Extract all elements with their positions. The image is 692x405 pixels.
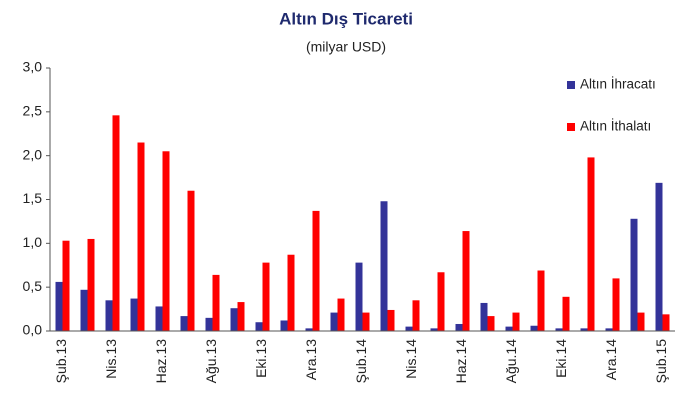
x-tick-label: Eki.14 — [553, 339, 569, 378]
bar — [80, 289, 88, 331]
x-tick-label: Şub.14 — [353, 339, 369, 384]
bar — [280, 320, 288, 331]
y-tick-label: 0,0 — [23, 322, 43, 338]
legend-label: Altın İhracatı — [580, 77, 656, 92]
bar — [180, 316, 188, 331]
bar — [255, 322, 263, 331]
x-tick-label: Şub.15 — [653, 339, 669, 384]
bar — [412, 300, 420, 331]
x-tick-label: Ara.14 — [603, 339, 619, 380]
bar — [62, 240, 70, 331]
chart-subtitle: (milyar USD) — [306, 39, 386, 55]
bar — [130, 298, 138, 331]
x-tick-label: Şub.13 — [53, 339, 69, 384]
chart-title: Altın Dış Ticareti — [279, 9, 413, 28]
bar — [455, 323, 463, 331]
y-tick-label: 2,0 — [23, 146, 43, 162]
bar — [237, 302, 245, 331]
x-tick-label: Haz.14 — [453, 339, 469, 384]
legend-label: Altın İthalatı — [580, 119, 651, 134]
bar — [137, 142, 145, 331]
bar — [505, 326, 513, 331]
bar — [262, 262, 270, 331]
y-tick-label: 3,0 — [23, 59, 43, 75]
bar — [580, 328, 588, 331]
legend-swatch — [567, 81, 575, 89]
legend-swatch — [567, 123, 575, 131]
bar — [605, 328, 613, 331]
bar — [487, 316, 495, 331]
bar — [230, 308, 238, 331]
bar — [555, 328, 563, 331]
bar — [87, 238, 95, 331]
x-tick-label: Nis.13 — [103, 339, 119, 379]
bar — [655, 182, 663, 331]
bar — [480, 302, 488, 331]
bar — [187, 190, 195, 331]
x-tick-label: Ağu.13 — [203, 339, 219, 384]
bar — [355, 262, 363, 331]
bar — [637, 312, 645, 331]
x-tick-label: Eki.13 — [253, 339, 269, 378]
bar — [337, 298, 345, 331]
x-tick-label: Nis.14 — [403, 339, 419, 379]
y-tick-label: 1,5 — [23, 190, 43, 206]
bar — [612, 278, 620, 331]
bar — [562, 296, 570, 331]
bar — [105, 300, 113, 331]
bar — [380, 201, 388, 331]
bar — [162, 151, 170, 331]
y-tick-label: 1,0 — [23, 234, 43, 250]
bar — [530, 325, 538, 331]
bar — [430, 328, 438, 331]
bar — [587, 157, 595, 331]
bar — [362, 312, 370, 331]
x-tick-label: Haz.13 — [153, 339, 169, 384]
bar — [112, 115, 120, 331]
bar — [55, 281, 63, 331]
bar — [630, 218, 638, 331]
bar — [462, 231, 470, 331]
y-tick-label: 2,5 — [23, 103, 43, 119]
bar — [437, 272, 445, 331]
bar — [405, 326, 413, 331]
bar — [662, 314, 670, 331]
bar — [387, 309, 395, 331]
bar — [287, 254, 295, 331]
bar — [305, 328, 313, 331]
x-tick-label: Ağu.14 — [503, 339, 519, 384]
bar — [205, 317, 213, 331]
bar — [155, 306, 163, 331]
x-tick-label: Ara.13 — [303, 339, 319, 380]
y-tick-label: 0,5 — [23, 278, 43, 294]
bar — [312, 210, 320, 331]
bar — [330, 312, 338, 331]
bar — [537, 270, 545, 331]
bar — [512, 312, 520, 331]
bar — [212, 274, 220, 331]
